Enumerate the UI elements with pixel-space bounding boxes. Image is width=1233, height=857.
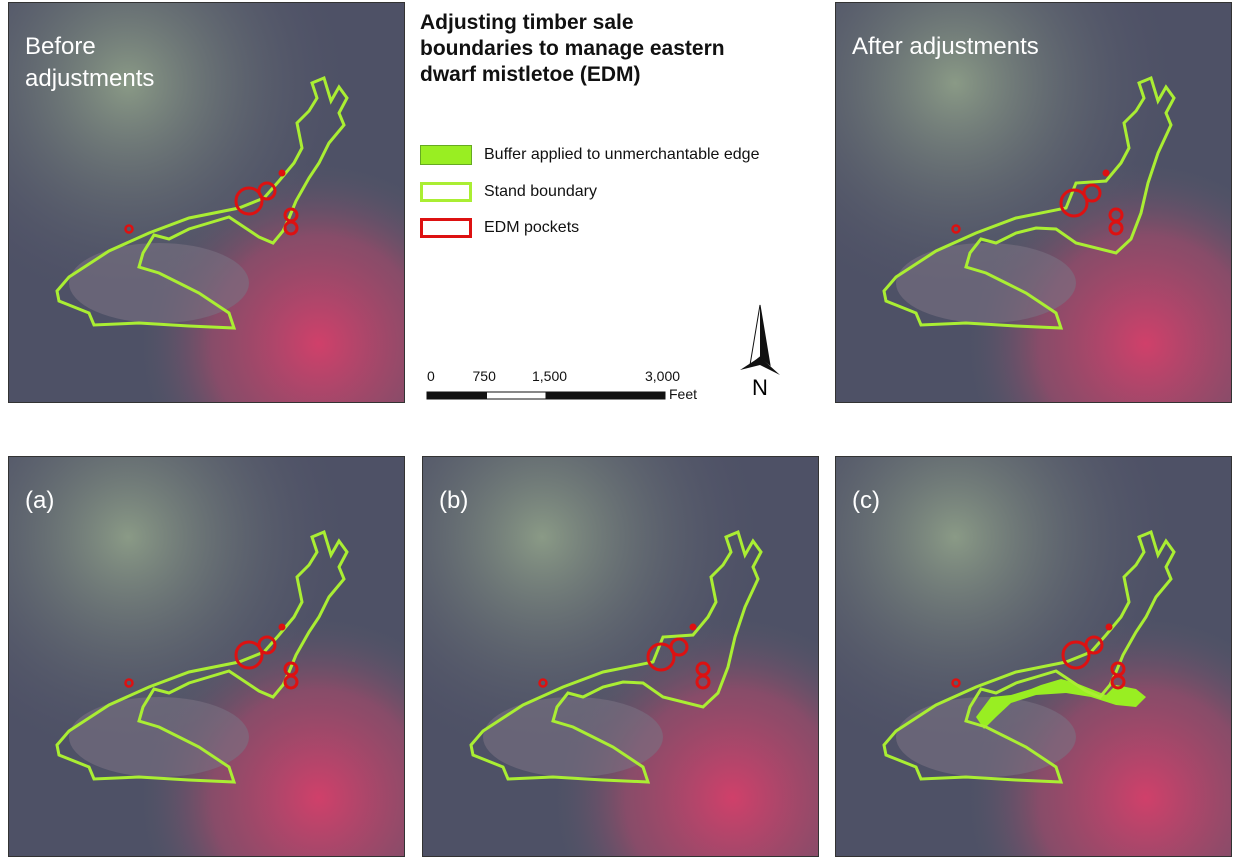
scale-and-north: N 0 750 1,500 3,000 Feet	[415, 295, 815, 415]
imagery	[836, 3, 1232, 403]
scale-tick-label: 0	[427, 368, 435, 384]
title: Adjusting timber sale boundaries to mana…	[420, 10, 750, 88]
legend-item: Buffer applied to unmerchantable edge	[420, 145, 759, 165]
map-panel: Before adjustments	[8, 2, 405, 403]
panel-label: Before adjustments	[25, 31, 215, 95]
imagery	[69, 697, 249, 777]
scale-tick-label: 1,500	[532, 368, 567, 384]
legend-item: EDM pockets	[420, 218, 579, 238]
legend-swatch	[420, 182, 472, 202]
map	[9, 457, 405, 857]
map-panel: (b)	[422, 456, 819, 857]
map-panel: (a)	[8, 456, 405, 857]
legend-swatch	[420, 145, 472, 165]
panel-label: (c)	[852, 485, 1042, 517]
north-arrow-base	[740, 357, 780, 375]
map	[423, 457, 819, 857]
imagery	[423, 457, 819, 857]
panel-label: (a)	[25, 485, 215, 517]
edm-pocket	[279, 624, 286, 631]
imagery	[9, 457, 405, 857]
imagery	[836, 457, 1232, 857]
scale-segment	[487, 392, 547, 399]
legend-item: Stand boundary	[420, 182, 597, 202]
scale-segment	[427, 392, 487, 399]
page: Before adjustments After adjustments (a)…	[0, 0, 1233, 855]
north-arrow-half	[760, 305, 770, 365]
map-panel: (c)	[835, 456, 1232, 857]
legend-label: EDM pockets	[484, 219, 579, 237]
edm-pocket	[1106, 624, 1113, 631]
map-panel: After adjustments	[835, 2, 1232, 403]
scale-unit: Feet	[669, 386, 697, 402]
edm-pocket	[690, 624, 697, 631]
edm-pocket	[279, 170, 286, 177]
panel-label: After adjustments	[852, 31, 1042, 63]
legend-swatch	[420, 218, 472, 238]
map	[836, 3, 1232, 403]
legend-label: Buffer applied to unmerchantable edge	[484, 146, 759, 164]
north-label: N	[752, 375, 768, 400]
map	[836, 457, 1232, 857]
scale-segment	[546, 392, 665, 399]
scale-tick-label: 750	[473, 368, 497, 384]
imagery	[69, 243, 249, 323]
imagery	[896, 243, 1076, 323]
panel-label: (b)	[439, 485, 629, 517]
imagery	[483, 697, 663, 777]
scale-tick-label: 3,000	[645, 368, 680, 384]
edm-pocket	[1103, 170, 1110, 177]
legend-label: Stand boundary	[484, 183, 597, 201]
